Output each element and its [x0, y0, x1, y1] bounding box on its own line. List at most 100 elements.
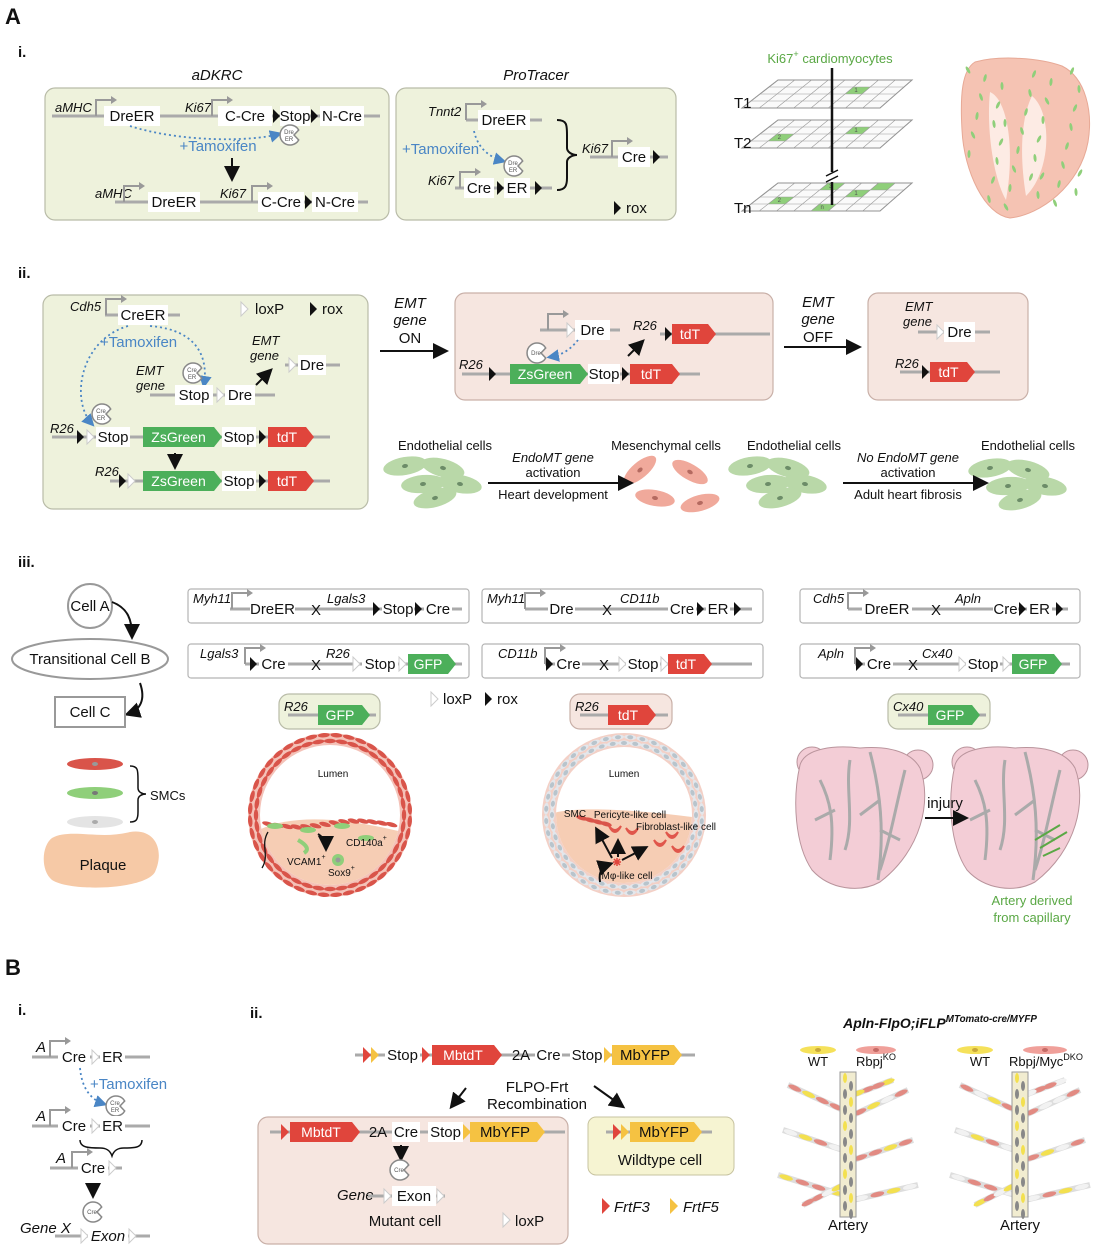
gene-box — [175, 385, 213, 405]
timepoint-label: Tn — [734, 200, 752, 217]
endothelial-cell — [867, 1101, 881, 1110]
coronary-vessel — [868, 751, 883, 881]
arterial-cell — [1015, 1185, 1019, 1195]
endothelial-cell — [881, 1078, 895, 1086]
gene-label: C-Cre — [225, 108, 265, 125]
frt-site-icon — [371, 1047, 379, 1063]
frt-site-icon — [621, 1124, 629, 1140]
capillary-derived-artery — [1034, 824, 1061, 841]
nucleus — [690, 834, 695, 841]
cell-number: 1 — [854, 191, 858, 197]
recombinase-protein-icon — [91, 403, 112, 425]
label: gene — [250, 348, 279, 363]
promoter-arrowhead-icon — [139, 182, 145, 190]
heart-body — [950, 746, 1081, 889]
frt-site-icon — [422, 1047, 430, 1063]
nucleus — [621, 884, 628, 890]
heart-cavity — [1022, 96, 1047, 196]
arrow-icon — [596, 860, 614, 883]
gene-label: Cre — [261, 656, 285, 673]
nucleus — [873, 1048, 879, 1052]
smc-cell — [264, 758, 274, 768]
subpanel-label-b-i: i. — [18, 1002, 26, 1019]
subpanel-label-b-ii: ii. — [250, 1005, 263, 1022]
arterial-cell — [849, 1113, 853, 1123]
nucleus — [614, 890, 621, 895]
panel-label-b: B — [5, 955, 21, 980]
reporter-label: GFP — [1019, 656, 1048, 672]
gene-box — [993, 599, 1018, 619]
gene-label: DreER — [250, 601, 295, 618]
superscript: KO — [883, 1052, 896, 1062]
arterial-cell — [1015, 1137, 1019, 1147]
smc-cell — [368, 751, 379, 760]
smc-cell — [253, 809, 259, 822]
gene-label: ER — [708, 601, 729, 618]
endothelial-cell — [829, 1103, 843, 1111]
gene-box — [424, 599, 452, 619]
loxp-site-icon — [502, 1211, 511, 1229]
smc-cell — [357, 818, 369, 824]
coronary-vessel — [1033, 769, 1062, 871]
mutant-cell-box — [257, 1116, 569, 1245]
label: Fibroblast-like cell — [636, 822, 716, 833]
label: R26 — [95, 464, 120, 479]
ki67-cardiomyocyte — [1069, 123, 1073, 131]
label: loxP — [255, 301, 284, 318]
nucleus — [685, 779, 691, 786]
promoter-arrowhead-icon — [475, 168, 481, 176]
label: gene — [136, 378, 165, 393]
nucleus — [591, 884, 597, 890]
nucleus — [570, 863, 576, 869]
recombinase-protein-icon — [503, 155, 524, 177]
plaque-shape — [43, 831, 159, 888]
endothelial-cell — [1040, 1149, 1055, 1156]
nucleus — [602, 888, 609, 893]
capillary-derived-artery — [1039, 831, 1068, 849]
ki67-cardiomyocyte — [1024, 108, 1028, 116]
cell-a-shape — [67, 583, 113, 629]
frt-site-icon — [670, 1198, 678, 1214]
reporter-pentagon — [408, 654, 456, 674]
label: Pericyte-like cell — [594, 810, 666, 821]
label: Gene — [337, 1187, 374, 1204]
label: rox — [626, 200, 647, 217]
brace-icon — [556, 119, 578, 191]
gene-label: DreER — [151, 194, 196, 211]
promoter-arrowhead-icon — [227, 96, 233, 104]
label: Ki67 — [428, 173, 455, 188]
arterial-cell — [1021, 1129, 1025, 1139]
gene-label: DreER — [481, 112, 526, 129]
rox-site-icon — [497, 181, 504, 195]
loxp-site-icon — [436, 1187, 445, 1205]
break-icon — [825, 169, 839, 183]
arterial-cell — [849, 1193, 853, 1203]
endothelial-cell — [955, 1129, 970, 1136]
cross-symbol: X — [599, 657, 609, 674]
smc-cell — [385, 766, 394, 777]
smc-cell — [256, 832, 263, 844]
smc-cell — [335, 739, 348, 745]
label: gene — [903, 314, 932, 329]
rox-site-icon — [489, 367, 496, 381]
rox-site-icon — [485, 692, 492, 706]
gene-box — [555, 654, 582, 674]
loxp-site-icon — [958, 655, 967, 673]
nucleus — [1025, 467, 1031, 473]
endothelial-cell — [861, 1085, 875, 1093]
ki67-cardiomyocyte — [1036, 135, 1042, 143]
reporter-label: MbtdT — [301, 1124, 341, 1140]
nucleus — [578, 754, 585, 760]
reporter-pentagon — [268, 471, 314, 491]
smc-cell — [335, 885, 348, 891]
ki67-cardiomyocyte — [1072, 104, 1078, 112]
label: EMT — [905, 299, 934, 314]
arterial-cell — [1021, 1161, 1025, 1171]
ki67-cardiomyocyte — [1028, 89, 1032, 97]
coronary-vessel — [814, 798, 901, 842]
nucleus — [553, 834, 558, 841]
label: A — [35, 1039, 46, 1056]
nucleus — [627, 890, 634, 895]
text-part: FLPO- — [506, 1079, 550, 1096]
endothelial-cell — [903, 1183, 917, 1190]
